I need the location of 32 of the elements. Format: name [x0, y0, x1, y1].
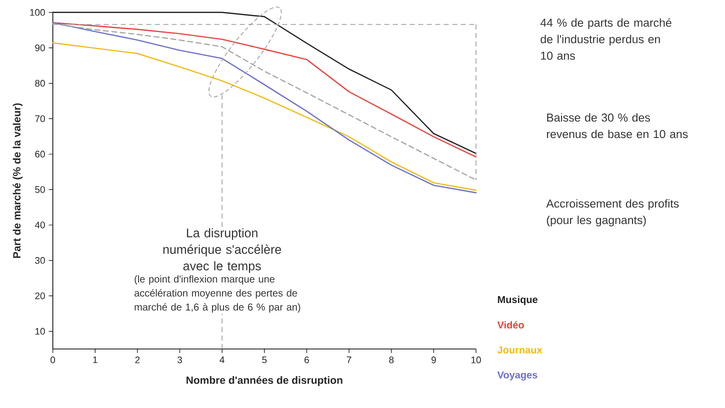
- text: Vidéo: [497, 321, 524, 329]
- y-tick-label: 70: [35, 115, 45, 122]
- x-tick-label: 4: [220, 356, 224, 364]
- x-tick-label: 9: [432, 356, 436, 364]
- y-tick-label: 80: [35, 80, 45, 87]
- x-tick-label: 7: [346, 356, 352, 364]
- x-tick-label: 6: [304, 356, 309, 364]
- y-tick-label: 50: [35, 186, 45, 193]
- x-tick-label: 8: [389, 356, 394, 364]
- y-tick-label: 60: [35, 150, 45, 158]
- y-tick-label: 20: [35, 292, 45, 300]
- y-tick-label: 100: [30, 9, 45, 16]
- y-tick-label: 90: [35, 44, 45, 52]
- x-tick-label: 5: [262, 356, 267, 364]
- x-tick-label: 0: [50, 356, 56, 364]
- y-axis-title: Part de marché (% de la valeur): [12, 103, 23, 258]
- text: Musique: [498, 296, 538, 306]
- x-axis-title: Nombre d'années de disruption: [186, 376, 342, 386]
- x-tick-label: 1: [93, 356, 98, 364]
- annotation: La disruption numérique s'accélère avec le temps: [163, 228, 282, 273]
- x-tick-label: 2: [135, 356, 140, 364]
- text: Baisse de 30 % des revenus de base en 10 ans: [546, 113, 688, 138]
- annotation: (le point d'inflexion marque une accélération moyenne des pertes de marché de 1,6 à plus de 6 % par an): [134, 275, 300, 313]
- text: Voyages: [497, 371, 538, 380]
- y-tick-label: 10: [35, 328, 45, 335]
- text: 44 % de parts de marché de l'industrie perdus en 10 ans: [540, 18, 672, 60]
- y-tick-label: 30: [35, 257, 45, 264]
- y-tick-label: 40: [34, 222, 45, 228]
- x-tick-label: 10: [471, 356, 481, 364]
- x-tick-label: 3: [177, 356, 182, 364]
- text: Accroissement des profits (pour les gagnants): [546, 199, 679, 226]
- text: Journaux: [497, 346, 542, 354]
